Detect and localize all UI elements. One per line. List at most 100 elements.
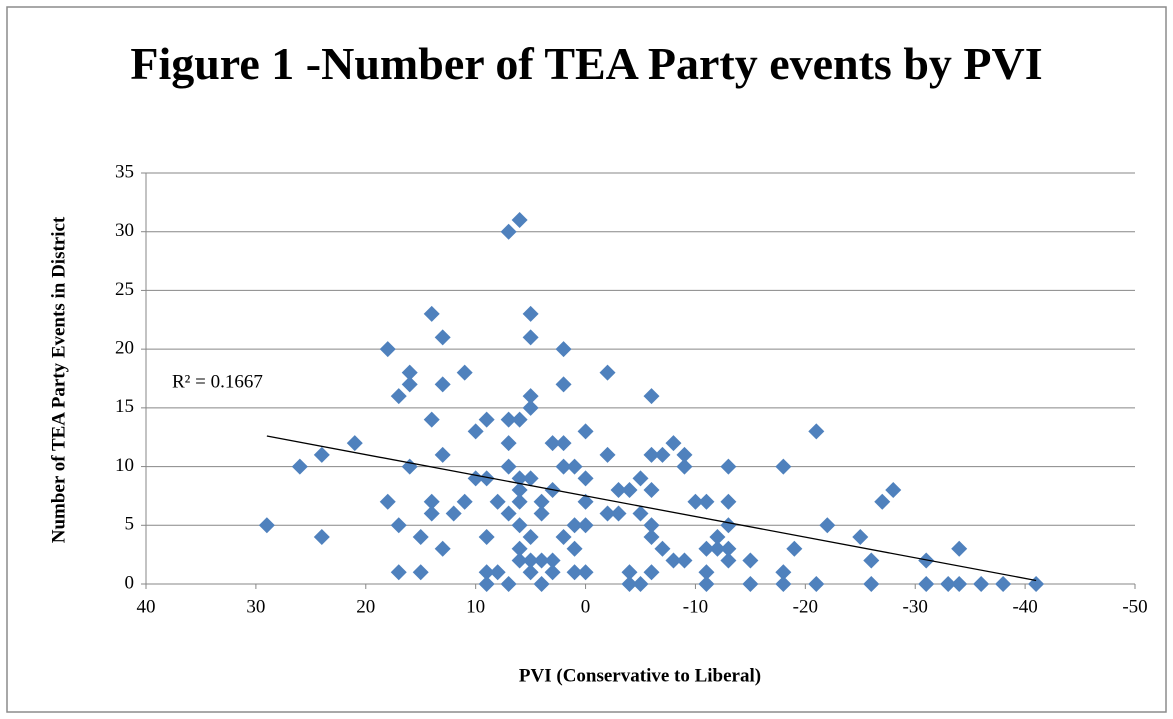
data-point xyxy=(643,529,660,546)
data-point xyxy=(489,493,506,510)
data-point xyxy=(775,576,792,592)
data-point xyxy=(566,564,583,581)
data-point xyxy=(621,482,638,499)
data-point xyxy=(467,423,484,440)
data-point xyxy=(720,493,737,510)
data-point xyxy=(456,364,473,381)
x-tick-label: -50 xyxy=(1122,596,1147,617)
data-point xyxy=(951,540,968,557)
data-point xyxy=(918,552,935,569)
data-point xyxy=(698,576,715,592)
data-point xyxy=(709,529,726,546)
data-point xyxy=(511,540,528,557)
data-point xyxy=(599,446,616,463)
data-point xyxy=(544,552,561,569)
y-tick-label: 15 xyxy=(115,396,134,417)
data-point xyxy=(500,505,517,522)
data-point xyxy=(643,446,660,463)
data-point xyxy=(412,564,429,581)
data-point xyxy=(555,376,572,393)
data-point xyxy=(709,540,726,557)
data-point xyxy=(951,576,968,592)
data-point xyxy=(698,564,715,581)
data-point xyxy=(632,576,649,592)
data-point xyxy=(522,329,539,346)
data-point xyxy=(412,529,429,546)
data-point xyxy=(478,576,495,592)
data-point xyxy=(511,411,528,428)
data-point xyxy=(434,540,451,557)
data-point xyxy=(555,458,572,475)
data-point xyxy=(401,364,418,381)
data-point xyxy=(643,564,660,581)
x-tick-label: -40 xyxy=(1012,596,1037,617)
data-point xyxy=(533,505,550,522)
y-axis-label: Number of TEA Party Events in District xyxy=(48,216,69,543)
data-point xyxy=(511,470,528,487)
x-tick-label: -10 xyxy=(683,596,708,617)
data-point xyxy=(720,458,737,475)
data-point xyxy=(379,493,396,510)
data-point xyxy=(973,576,990,592)
data-point xyxy=(401,376,418,393)
y-tick-label: 0 xyxy=(125,572,135,593)
data-point xyxy=(742,576,759,592)
data-point xyxy=(511,552,528,569)
data-point xyxy=(885,482,902,499)
data-point xyxy=(874,493,891,510)
x-tick-label: -20 xyxy=(793,596,818,617)
data-point xyxy=(621,564,638,581)
data-point xyxy=(390,517,407,534)
data-point xyxy=(599,364,616,381)
data-point xyxy=(478,529,495,546)
x-tick-label: -30 xyxy=(903,596,928,617)
data-point xyxy=(775,564,792,581)
data-point xyxy=(390,564,407,581)
data-point xyxy=(577,470,594,487)
data-point xyxy=(423,411,440,428)
data-point xyxy=(522,564,539,581)
data-point xyxy=(720,517,737,534)
data-point xyxy=(863,576,880,592)
data-point xyxy=(918,576,935,592)
data-point xyxy=(544,564,561,581)
data-point xyxy=(577,517,594,534)
data-point xyxy=(676,458,693,475)
data-point xyxy=(313,446,330,463)
data-point xyxy=(346,435,363,452)
data-point xyxy=(687,493,704,510)
y-tick-label: 35 xyxy=(115,161,134,182)
r-squared-annotation: R² = 0.1667 xyxy=(172,371,263,392)
data-point xyxy=(995,576,1012,592)
data-point xyxy=(423,505,440,522)
y-tick-label: 20 xyxy=(115,338,134,359)
data-point xyxy=(434,446,451,463)
data-point xyxy=(500,458,517,475)
data-point xyxy=(500,411,517,428)
data-point xyxy=(555,341,572,358)
data-point xyxy=(599,505,616,522)
data-point xyxy=(654,540,671,557)
data-point xyxy=(500,223,517,240)
x-tick-label: 30 xyxy=(246,596,265,617)
data-point xyxy=(632,505,649,522)
data-point xyxy=(786,540,803,557)
data-point xyxy=(819,517,836,534)
data-point xyxy=(577,564,594,581)
data-point xyxy=(610,482,627,499)
data-point xyxy=(522,552,539,569)
x-tick-label: 10 xyxy=(466,596,485,617)
data-point xyxy=(720,552,737,569)
data-point xyxy=(665,552,682,569)
data-point xyxy=(434,329,451,346)
data-point xyxy=(566,517,583,534)
data-point xyxy=(742,552,759,569)
data-point xyxy=(665,435,682,452)
y-tick-label: 5 xyxy=(125,514,135,535)
data-point xyxy=(511,211,528,228)
x-tick-label: 40 xyxy=(137,596,156,617)
data-point xyxy=(643,517,660,534)
data-point xyxy=(445,505,462,522)
